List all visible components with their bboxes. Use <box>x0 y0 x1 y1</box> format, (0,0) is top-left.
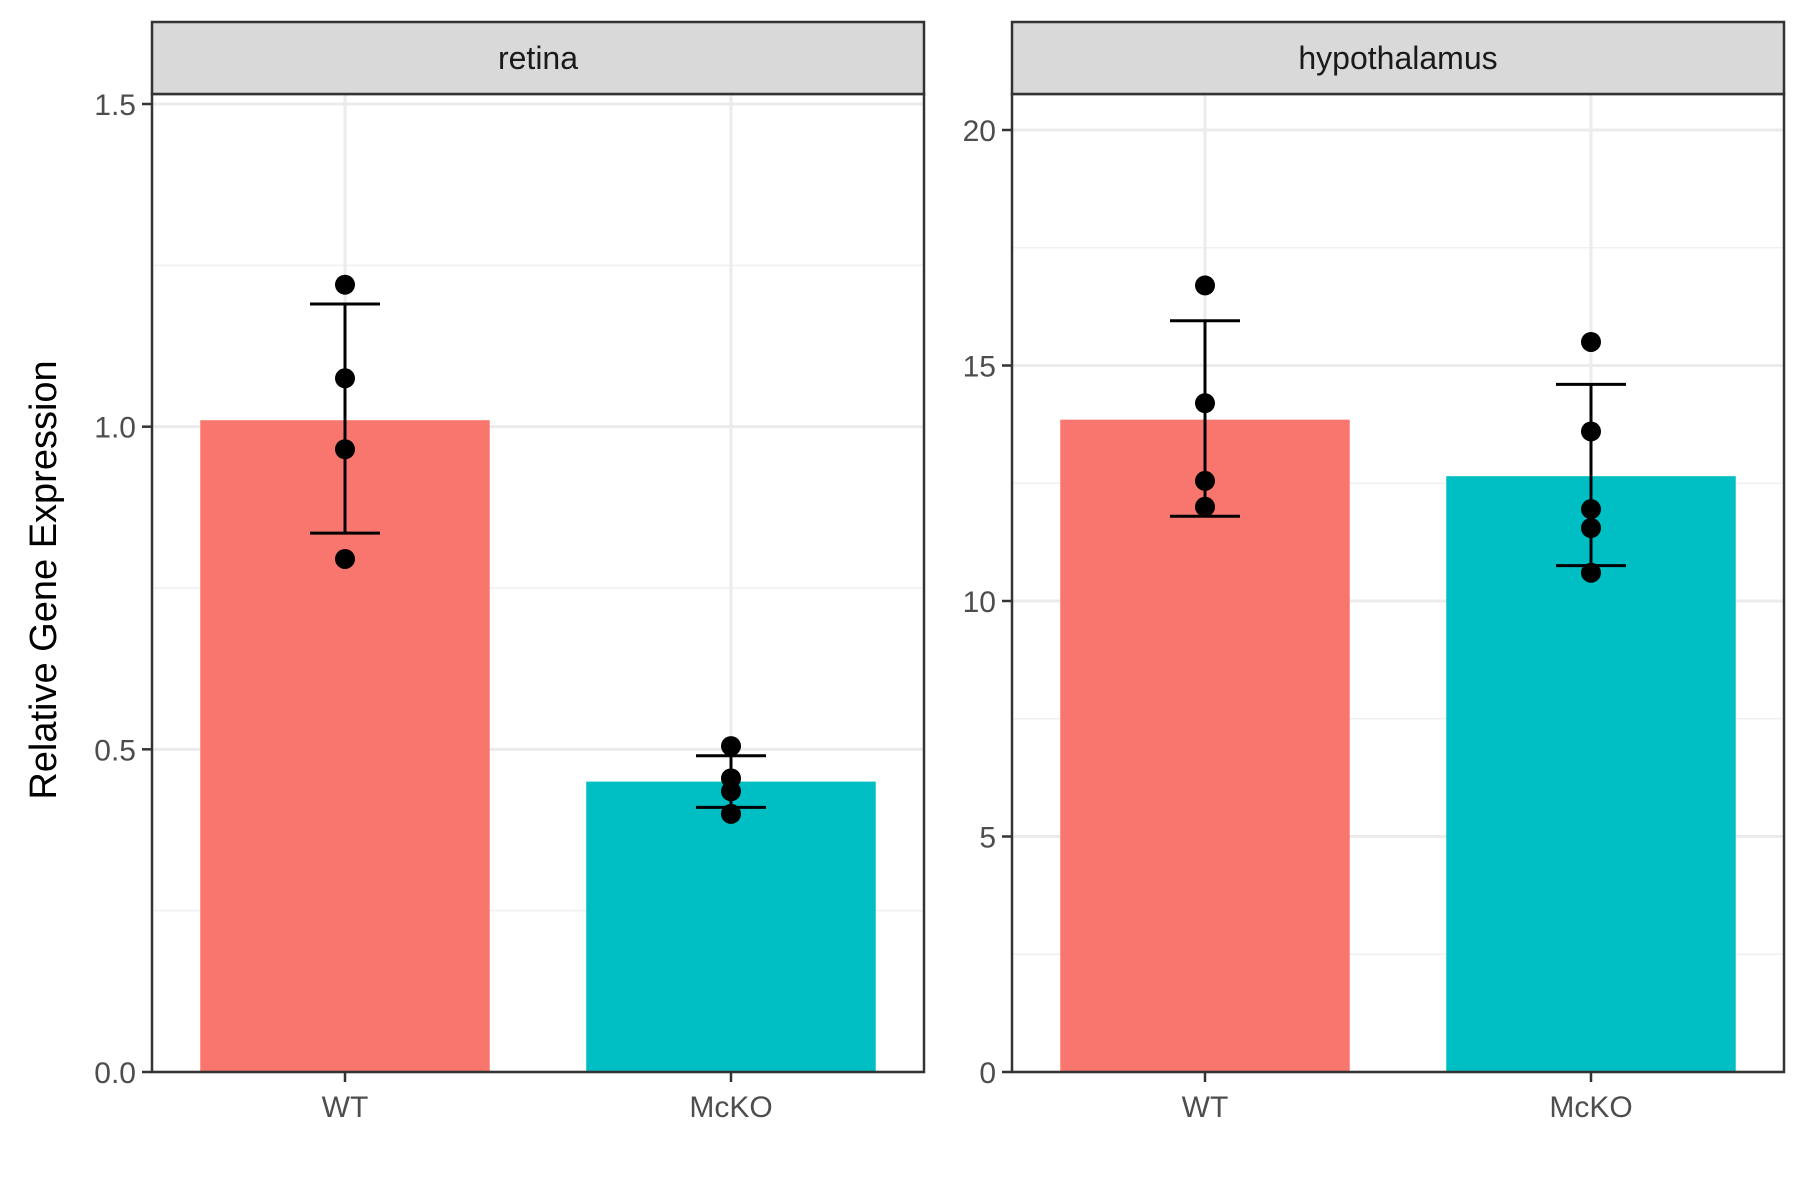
data-point <box>1581 331 1601 352</box>
data-point <box>1195 275 1215 296</box>
x-tick-label: WT <box>322 1091 369 1124</box>
panel-retina: retina 0.0 0.5 1.0 1.5 WT McKO <box>94 20 926 1124</box>
data-point <box>721 781 741 802</box>
data-point <box>1195 496 1215 517</box>
data-point <box>1195 470 1215 491</box>
data-point <box>721 803 741 824</box>
strip-label: hypothalamus <box>1298 40 1497 76</box>
data-point <box>1581 517 1601 538</box>
x-tick-label: WT <box>1182 1091 1229 1124</box>
x-tick-label: McKO <box>1549 1091 1632 1124</box>
y-tick-label: 0.5 <box>94 734 136 767</box>
y-tick-label: 20 <box>963 115 996 148</box>
strip-label: retina <box>498 40 578 76</box>
data-point <box>1581 421 1601 442</box>
y-tick-label: 15 <box>963 351 996 384</box>
y-tick-label: 1.0 <box>94 412 136 445</box>
bar-McKO <box>586 781 876 1072</box>
data-point <box>1195 393 1215 414</box>
y-tick-label: 5 <box>979 822 996 855</box>
data-point <box>1581 499 1601 520</box>
strip-retina <box>150 20 926 96</box>
data-point <box>335 274 355 295</box>
data-point <box>335 548 355 569</box>
y-tick-label: 10 <box>963 586 996 619</box>
data-point <box>1581 562 1601 583</box>
y-tick-label: 0 <box>979 1057 996 1090</box>
panel-hypothalamus: hypothalamus 0 5 10 15 20 WT McKO <box>963 20 1786 1124</box>
y-axis-label: Relative Gene Expression <box>23 360 65 799</box>
data-point <box>335 368 355 389</box>
data-point <box>335 439 355 460</box>
data-point <box>721 736 741 757</box>
y-tick-label: 0.0 <box>94 1057 136 1090</box>
strip-hypothalamus <box>1010 20 1786 96</box>
bar-WT <box>1060 419 1350 1072</box>
x-tick-label: McKO <box>689 1091 772 1124</box>
y-tick-label: 1.5 <box>94 89 136 122</box>
